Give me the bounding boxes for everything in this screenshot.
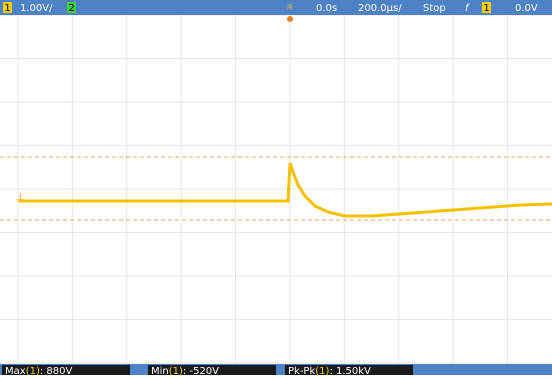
ch2-label: 2: [68, 3, 74, 14]
ch1-scale: 1.00V/: [20, 3, 53, 14]
ch2-box: [67, 2, 76, 13]
measurement-source: (1): [169, 366, 183, 375]
run-state: Stop: [423, 3, 446, 14]
measurement: Min(1): -520V: [151, 366, 219, 375]
time-delay: 0.0s: [316, 3, 337, 14]
measurement-source: (1): [26, 366, 40, 375]
ground-marker: ⊥: [16, 192, 25, 203]
measurement-name: Max: [5, 366, 26, 375]
trigger-level: 0.0V: [515, 3, 538, 14]
measurement-box: [285, 365, 413, 375]
waveform: [18, 162, 552, 218]
trigger-source-box: [482, 2, 491, 13]
measurements: Max(1): 880V Min(1): -520V Pk-Pk(1): 1.50k…: [2, 365, 413, 377]
trigger-position-icon: ☼: [286, 2, 295, 13]
measurement-name: Min: [151, 366, 169, 375]
measurement-box: [2, 365, 130, 375]
status-bar: [0, 0, 552, 15]
measurement-value: : 1.50kV: [329, 366, 371, 375]
measurement-value: : -520V: [183, 366, 219, 375]
trigger-slope: f: [465, 3, 470, 14]
measurement-name: Pk-Pk: [288, 366, 315, 375]
trigger-source: 1: [483, 3, 489, 14]
measurement-value: : 880V: [40, 366, 73, 375]
measurement-source: (1): [315, 366, 329, 375]
time-scale: 200.0µs/: [358, 3, 402, 14]
measurement-box: [148, 365, 276, 375]
trigger-marker: [287, 16, 293, 22]
ch1-box: [3, 2, 12, 13]
measurement: Pk-Pk(1): 1.50kV: [288, 366, 371, 375]
measurement: Max(1): 880V: [5, 366, 72, 375]
ch1-label: 1: [4, 3, 10, 14]
